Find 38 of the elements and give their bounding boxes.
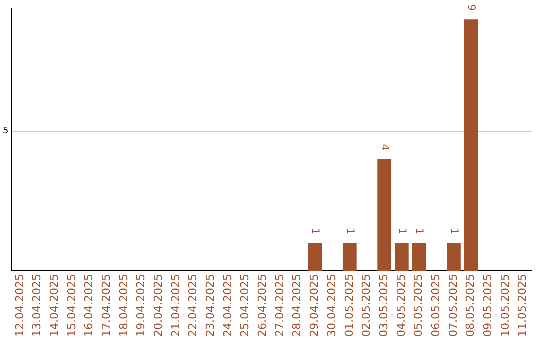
x-tick-label: 08.05.2025: [464, 274, 478, 338]
x-tick-label: 06.05.2025: [429, 274, 442, 338]
data-label: 1: [414, 228, 425, 234]
data-label: 1: [448, 228, 460, 234]
x-tick-label: 05.05.2025: [412, 274, 426, 338]
x-tick-label: 20.04.2025: [152, 274, 165, 338]
x-tick-label: 11.05.2025: [516, 274, 530, 338]
y-tick-label: 5: [2, 126, 9, 137]
x-tick-label: 25.04.2025: [238, 274, 252, 338]
x-tick-label: 07.05.2025: [446, 274, 460, 338]
x-tick-label: 13.04.2025: [30, 274, 44, 338]
x-tick-label: 16.04.2025: [82, 274, 96, 338]
x-tick-label: 29.04.2025: [308, 274, 322, 338]
x-tick-label: 19.04.2025: [134, 274, 148, 338]
x-tick-label: 02.05.2025: [360, 274, 374, 338]
x-tick-label: 22.04.2025: [186, 274, 200, 338]
data-label: 1: [396, 228, 408, 234]
x-tick-label: 18.04.2025: [117, 274, 130, 338]
x-tick-label: 03.05.2025: [377, 274, 390, 338]
x-tick-label: 27.04.2025: [273, 274, 286, 338]
x-tick-label: 23.04.2025: [204, 274, 218, 338]
x-tick-label: 30.04.2025: [325, 274, 338, 338]
x-tick-label: 26.04.2025: [256, 274, 270, 338]
x-tick-label: 10.05.2025: [498, 274, 512, 338]
x-tick-label: 14.04.2025: [48, 274, 61, 338]
data-label: 1: [344, 228, 356, 234]
x-tick-label: 12.04.2025: [13, 274, 26, 338]
x-tick-label: 21.04.2025: [169, 274, 182, 338]
x-tick-label: 04.05.2025: [394, 274, 408, 338]
data-label: 1: [310, 228, 321, 234]
x-tick-label: 09.05.2025: [482, 274, 495, 338]
x-tick-label: 15.04.2025: [65, 274, 78, 338]
data-label: 9: [466, 4, 477, 11]
x-tick-label: 28.04.2025: [290, 274, 304, 338]
x-tick-label: 01.05.2025: [342, 274, 356, 338]
x-tick-label: 17.04.2025: [100, 274, 113, 338]
data-label: 4: [378, 144, 390, 151]
x-tick-label: 24.04.2025: [221, 274, 234, 338]
